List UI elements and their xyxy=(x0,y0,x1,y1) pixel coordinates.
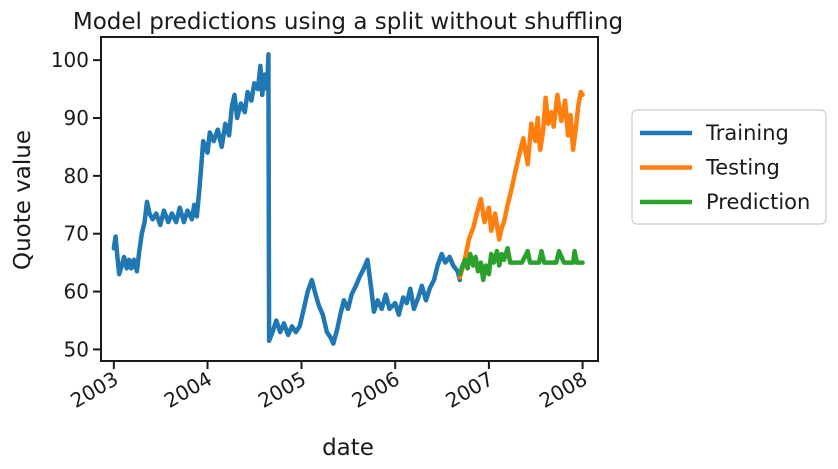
series-line-training xyxy=(111,52,463,346)
legend-entries: Training Testing Prediction xyxy=(640,121,810,214)
x-tick-label: 2007 xyxy=(441,367,497,413)
series-line-testing xyxy=(457,89,585,280)
y-tick-label: 100 xyxy=(51,48,89,72)
chart-title: Model predictions using a split without … xyxy=(73,9,623,35)
y-tick-label: 90 xyxy=(64,106,89,130)
y-tick-label: 50 xyxy=(64,337,89,361)
y-tick-label: 60 xyxy=(64,280,89,304)
legend-label-prediction: Prediction xyxy=(706,190,810,214)
x-axis: 2003 2004 2005 2006 2007 2008 xyxy=(66,361,591,413)
legend-frame xyxy=(631,109,827,225)
y-tick-label: 70 xyxy=(64,222,89,246)
x-tick-label: 2006 xyxy=(348,367,404,413)
x-tick-label: 2003 xyxy=(66,367,122,413)
legend-label-training: Training xyxy=(705,121,789,145)
x-tick-label: 2004 xyxy=(160,367,216,413)
y-axis: 50 60 70 80 90 100 xyxy=(51,48,101,361)
series-layer xyxy=(111,52,585,346)
x-tick-label: 2008 xyxy=(535,367,591,413)
legend: Training Testing Prediction xyxy=(631,109,827,225)
legend-label-testing: Testing xyxy=(705,156,780,180)
series-line-prediction xyxy=(457,245,585,283)
y-tick-label: 80 xyxy=(64,164,89,188)
y-axis-label: Quote value xyxy=(10,130,36,270)
plot-area-frame xyxy=(100,36,599,362)
x-tick-label: 2005 xyxy=(254,367,310,413)
x-axis-label: date xyxy=(322,435,374,461)
